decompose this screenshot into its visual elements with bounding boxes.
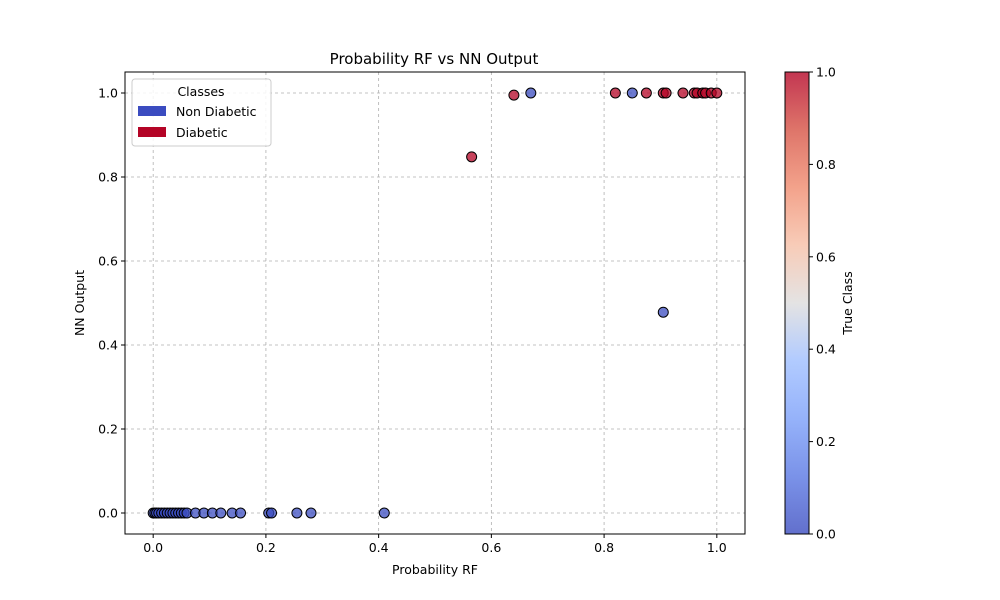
colorbar-gradient bbox=[784, 71, 810, 535]
legend-box bbox=[131, 78, 272, 147]
point-non-diabetic bbox=[291, 507, 303, 519]
x-axis-label: Probability RF bbox=[392, 562, 478, 577]
colorbar-tick-label: 1.0 bbox=[816, 65, 836, 80]
point-non-diabetic bbox=[305, 507, 317, 519]
x-tick-label: 0.4 bbox=[369, 540, 389, 555]
y-tick-label: 0.2 bbox=[98, 422, 118, 437]
x-tick-label: 0.6 bbox=[481, 540, 501, 555]
legend-label-diabetic: Diabetic bbox=[176, 125, 228, 140]
legend-title: Classes bbox=[177, 84, 224, 99]
point-non-diabetic bbox=[525, 87, 537, 99]
colorbar-tick-label: 0.6 bbox=[816, 249, 836, 264]
point-diabetic bbox=[711, 87, 723, 99]
y-axis-ticks: 0.0 0.2 0.4 0.6 0.8 1.0 bbox=[98, 86, 125, 521]
point-diabetic bbox=[660, 87, 672, 99]
colorbar-tick-label: 0.0 bbox=[816, 527, 836, 542]
point-non-diabetic bbox=[215, 507, 227, 519]
y-tick-label: 0.6 bbox=[98, 254, 118, 269]
x-tick-label: 0.8 bbox=[594, 540, 614, 555]
point-diabetic bbox=[508, 89, 520, 101]
colorbar-label: True Class bbox=[840, 271, 855, 335]
legend-label-non-diabetic: Non Diabetic bbox=[176, 104, 257, 119]
point-non-diabetic bbox=[657, 306, 669, 318]
colorbar-tick-label: 0.8 bbox=[816, 157, 836, 172]
legend-swatch-non-diabetic bbox=[138, 106, 166, 116]
x-tick-label: 0.2 bbox=[256, 540, 276, 555]
point-diabetic bbox=[677, 87, 689, 99]
x-axis-ticks: 0.0 0.2 0.4 0.6 0.8 1.0 bbox=[143, 534, 727, 555]
plot-area-frame bbox=[124, 71, 746, 535]
x-tick-label: 1.0 bbox=[707, 540, 727, 555]
point-non-diabetic bbox=[266, 507, 278, 519]
y-tick-label: 1.0 bbox=[98, 86, 118, 101]
chart-title: Probability RF vs NN Output bbox=[330, 50, 539, 68]
y-tick-label: 0.4 bbox=[98, 338, 118, 353]
point-diabetic bbox=[466, 151, 478, 163]
point-diabetic bbox=[640, 87, 652, 99]
colorbar: 0.0 0.2 0.4 0.6 0.8 1.0 True Class bbox=[784, 65, 855, 542]
colorbar-tick-label: 0.2 bbox=[816, 434, 836, 449]
point-diabetic bbox=[609, 87, 621, 99]
x-tick-label: 0.0 bbox=[143, 540, 163, 555]
point-non-diabetic bbox=[378, 507, 390, 519]
legend-swatch-diabetic bbox=[138, 127, 166, 137]
point-non-diabetic bbox=[626, 87, 638, 99]
colorbar-tick-label: 0.4 bbox=[816, 342, 836, 357]
y-tick-label: 0.8 bbox=[98, 170, 118, 185]
point-non-diabetic bbox=[235, 507, 247, 519]
colorbar-ticks: 0.0 0.2 0.4 0.6 0.8 1.0 bbox=[809, 65, 836, 542]
data-points bbox=[147, 87, 723, 519]
y-tick-label: 0.0 bbox=[98, 506, 118, 521]
legend: Classes Non Diabetic Diabetic bbox=[131, 78, 272, 147]
y-axis-label: NN Output bbox=[72, 270, 87, 336]
